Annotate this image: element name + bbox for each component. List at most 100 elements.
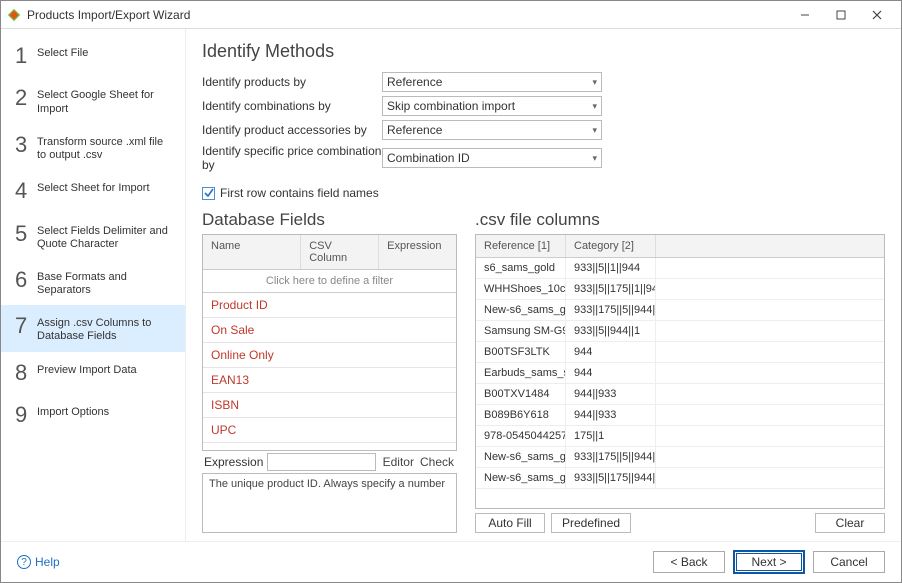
csv-cell: B00TXV1484 [476,384,566,404]
step-number: 8 [15,360,37,386]
clear-button[interactable]: Clear [815,513,885,533]
predefined-button[interactable]: Predefined [551,513,631,533]
csv-grid[interactable]: Reference [1]Category [2] s6_sams_gold93… [475,234,885,509]
back-button[interactable]: < Back [653,551,725,573]
step-number: 2 [15,85,37,111]
select-value: Reference [387,123,442,137]
autofill-button[interactable]: Auto Fill [475,513,545,533]
csv-row[interactable]: B00TXV1484944||933 [476,384,884,405]
step-label: Select Sheet for Import [37,178,150,195]
first-row-checkbox-label: First row contains field names [220,186,379,200]
db-grid-header: Name CSV Column Expression [203,235,456,270]
db-field-row[interactable]: ISBN [203,393,456,418]
chevron-down-icon: ▾ [592,153,597,164]
wizard-step-5[interactable]: 5Select Fields Delimiter and Quote Chara… [1,213,185,259]
csv-row[interactable]: WHHShoes_10cm933||5||175||1||945 [476,279,884,300]
checkbox-icon[interactable] [202,187,215,200]
window-title: Products Import/Export Wizard [27,8,787,22]
db-header-csv[interactable]: CSV Column [301,235,379,269]
step-label: Select Google Sheet for Import [37,85,175,115]
csv-row[interactable]: New-s6_sams_gold933||175||5||944||1 [476,300,884,321]
step-number: 6 [15,267,37,293]
first-row-checkbox-row[interactable]: First row contains field names [202,186,885,200]
wizard-window: Products Import/Export Wizard 1Select Fi… [0,0,902,583]
csv-cell: 933||5||1||944 [566,258,656,278]
csv-cell: WHHShoes_10cm [476,279,566,299]
identify-row-2: Identify product accessories byReference… [202,120,885,140]
identify-select[interactable]: Combination ID ▾ [382,148,602,168]
step-label: Preview Import Data [37,360,137,377]
identify-row-0: Identify products byReference▾ [202,72,885,92]
wizard-steps-sidebar: 1Select File2Select Google Sheet for Imp… [1,29,186,541]
select-value: Combination ID [387,151,470,165]
wizard-step-3[interactable]: 3Transform source .xml file to output .c… [1,124,185,170]
db-header-name[interactable]: Name [203,235,301,269]
csv-cell: 944||933 [566,384,656,404]
maximize-button[interactable] [823,4,859,26]
csv-column-header[interactable]: Category [2] [566,235,656,257]
csv-column-header[interactable]: Reference [1] [476,235,566,257]
csv-cell: s6_sams_gold [476,258,566,278]
step-label: Transform source .xml file to output .cs… [37,132,175,162]
wizard-step-2[interactable]: 2Select Google Sheet for Import [1,77,185,123]
step-number: 4 [15,178,37,204]
step-number: 5 [15,221,37,247]
expression-input[interactable] [267,453,375,471]
csv-cell: 933||5||175||944||1 [566,468,656,488]
csv-cell: New-s6_sams_gold [476,447,566,467]
wizard-step-7[interactable]: 7Assign .csv Columns to Database Fields [1,305,185,351]
csv-cell: 933||5||944||1 [566,321,656,341]
wizard-step-6[interactable]: 6Base Formats and Separators [1,259,185,305]
database-fields-grid[interactable]: Name CSV Column Expression Click here to… [202,234,457,451]
db-field-row[interactable]: Eco-Tax [203,443,456,451]
database-fields-panel: Database Fields Name CSV Column Expressi… [202,210,457,533]
csv-row[interactable]: B00TSF3LTK944 [476,342,884,363]
identify-select[interactable]: Reference▾ [382,120,602,140]
db-field-row[interactable]: UPC [203,418,456,443]
csv-row[interactable]: New-s6_sams_gold933||175||5||944||1 [476,447,884,468]
csv-columns-panel: .csv file columns Reference [1]Category … [475,210,885,533]
select-value: Reference [387,75,442,89]
csv-row[interactable]: Earbuds_sams_s6944 [476,363,884,384]
wizard-step-8[interactable]: 8Preview Import Data [1,352,185,394]
wizard-step-1[interactable]: 1Select File [1,35,185,77]
csv-row[interactable]: B089B6Y618944||933 [476,405,884,426]
identify-select[interactable]: Skip combination import▾ [382,96,602,116]
next-button[interactable]: Next > [733,550,805,574]
help-label: Help [35,555,60,569]
cancel-button[interactable]: Cancel [813,551,885,573]
expression-check-button[interactable]: Check [417,455,457,469]
step-label: Base Formats and Separators [37,267,175,297]
db-header-expr[interactable]: Expression [379,235,456,269]
help-link[interactable]: ? Help [17,555,60,569]
db-field-row[interactable]: Online Only [203,343,456,368]
identify-row-1: Identify combinations bySkip combination… [202,96,885,116]
app-icon [7,8,21,22]
expression-editor-button[interactable]: Editor [380,455,417,469]
db-field-row[interactable]: On Sale [203,318,456,343]
csv-cell: 944 [566,342,656,362]
csv-cell: New-s6_sams_gold [476,468,566,488]
csv-row[interactable]: 978-0545044257175||1 [476,426,884,447]
step-number: 1 [15,43,37,69]
identify-select[interactable]: Reference▾ [382,72,602,92]
identify-label: Identify products by [202,75,382,89]
csv-row[interactable]: Samsung SM-G920F933||5||944||1 [476,321,884,342]
select-value: Skip combination import [387,99,515,113]
csv-row[interactable]: s6_sams_gold933||5||1||944 [476,258,884,279]
step-label: Import Options [37,402,109,419]
csv-footer: Auto Fill Predefined Clear [475,509,885,533]
csv-cell: 944 [566,363,656,383]
identify-label: Identify product accessories by [202,123,382,137]
db-field-row[interactable]: EAN13 [203,368,456,393]
minimize-button[interactable] [787,4,823,26]
titlebar: Products Import/Export Wizard [1,1,901,29]
wizard-step-4[interactable]: 4Select Sheet for Import [1,170,185,212]
wizard-step-9[interactable]: 9Import Options [1,394,185,436]
close-button[interactable] [859,4,895,26]
db-filter-row[interactable]: Click here to define a filter [203,270,456,293]
step-label: Select File [37,43,88,60]
db-field-row[interactable]: Product ID [203,293,456,318]
csv-cell: B00TSF3LTK [476,342,566,362]
csv-row[interactable]: New-s6_sams_gold933||5||175||944||1 [476,468,884,489]
